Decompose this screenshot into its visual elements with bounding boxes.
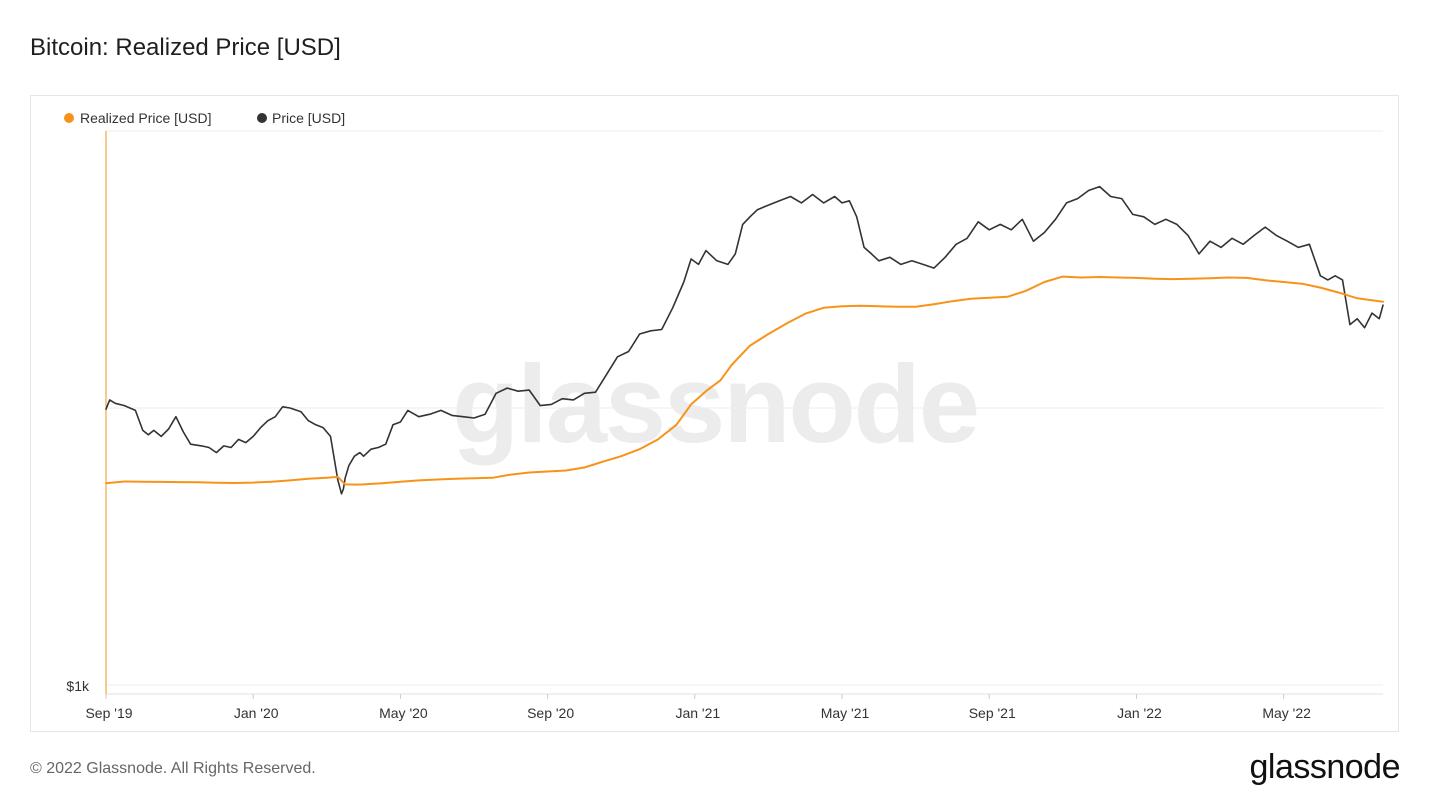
x-tick-label: May '21 — [821, 705, 870, 721]
x-tick-label: Jan '20 — [234, 705, 279, 721]
x-tick-label: Sep '19 — [85, 705, 132, 721]
x-tick-label: Jan '22 — [1117, 705, 1162, 721]
y-tick-label: $1k — [66, 678, 90, 694]
chart-title: Bitcoin: Realized Price [USD] — [30, 34, 341, 61]
x-tick-label: Sep '20 — [527, 705, 574, 721]
copyright-text: © 2022 Glassnode. All Rights Reserved. — [30, 760, 316, 777]
realized-price-line — [105, 275, 1384, 486]
legend[interactable]: Realized Price [USD] Price [USD] — [64, 110, 345, 126]
x-tick-label: May '20 — [379, 705, 428, 721]
y-axis: $1k — [66, 678, 90, 694]
price-line — [105, 185, 1384, 495]
legend-realized-price-dot — [64, 113, 74, 123]
series-group — [105, 185, 1384, 495]
legend-price[interactable]: Price [USD] — [272, 110, 345, 126]
x-tick-label: Jan '21 — [675, 705, 720, 721]
chart-panel — [30, 95, 1399, 732]
x-tick-label: May '22 — [1262, 705, 1311, 721]
grid-lines — [105, 130, 1383, 695]
x-axis: Sep '19 Jan '20 May '20 Sep '20 Jan '21 May '… — [85, 694, 1311, 721]
watermark: glassnode — [452, 343, 978, 466]
legend-realized-price[interactable]: Realized Price [USD] — [80, 110, 212, 126]
legend-price-dot — [257, 113, 267, 123]
glassnode-logo[interactable]: glassnode — [1249, 748, 1400, 786]
x-tick-label: Sep '21 — [969, 705, 1016, 721]
